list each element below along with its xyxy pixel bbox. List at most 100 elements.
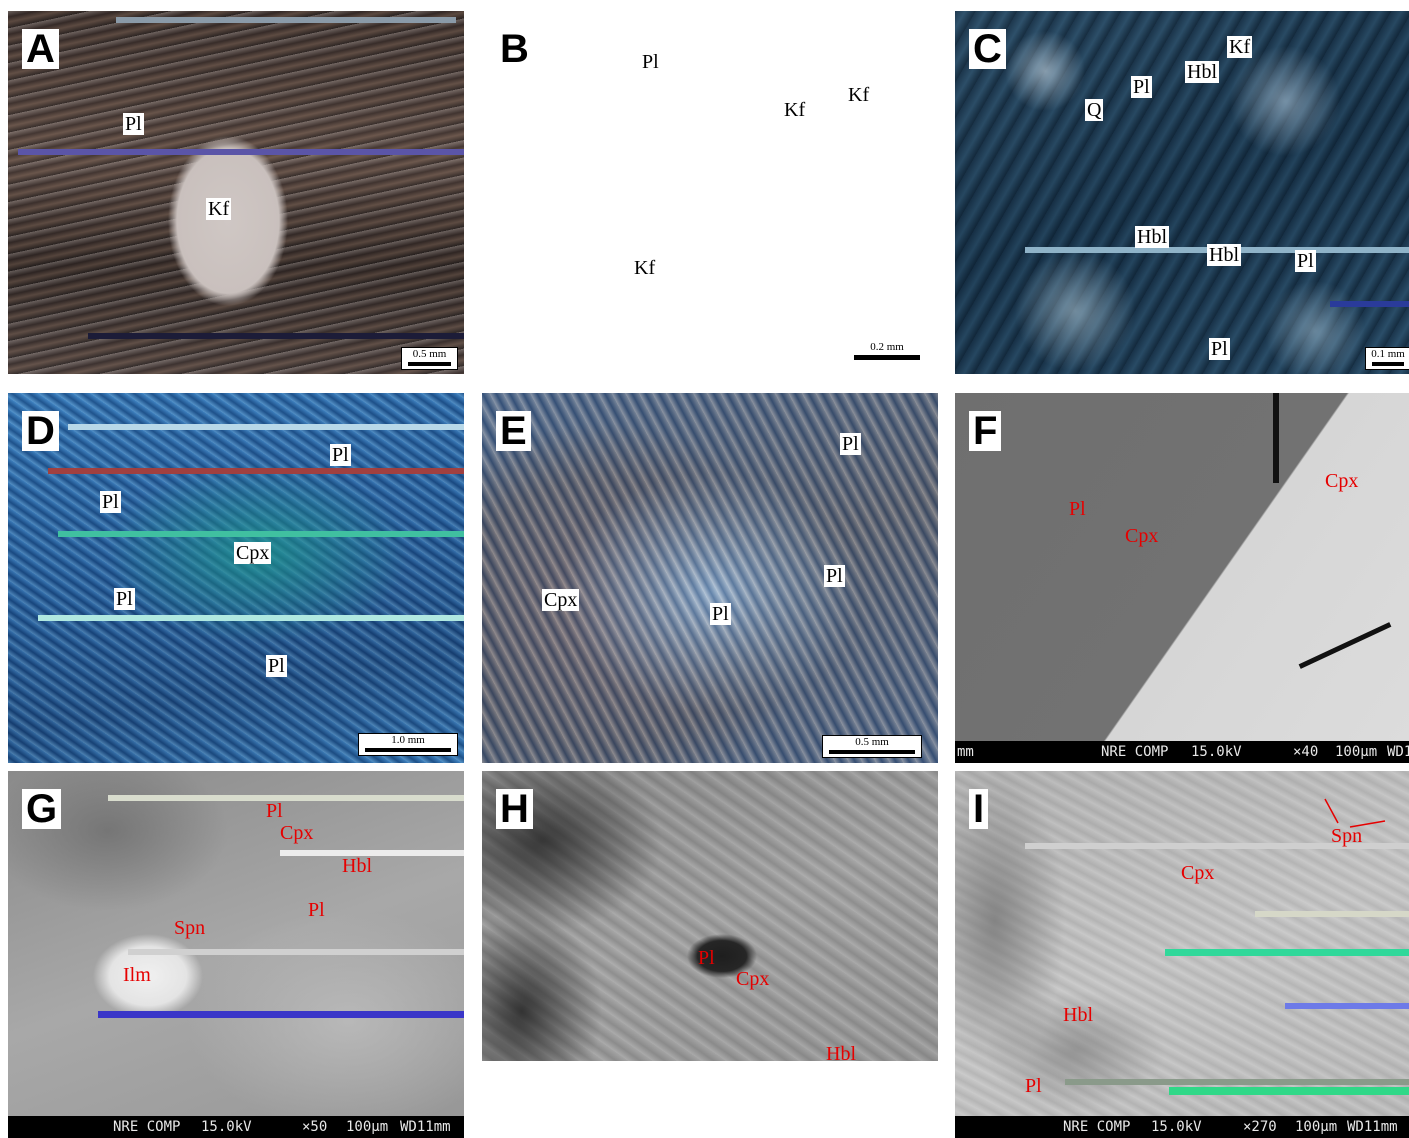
mineral-label: Cpx [280, 822, 314, 844]
panel-letter: A [22, 29, 59, 69]
mineral-label: Pl [1131, 76, 1152, 98]
panel-letter: C [969, 29, 1006, 69]
artifact-streak [1285, 1003, 1409, 1009]
artifact-streak [108, 795, 464, 801]
mineral-label: Cpx [542, 589, 580, 611]
artifact-streak [1165, 949, 1409, 956]
mineral-label: Pl [1295, 250, 1316, 272]
mineral-label: Kf [784, 99, 806, 121]
mineral-label: Pl [123, 113, 144, 135]
mineral-label: Pl [840, 433, 861, 455]
sem-magnification: ×40 [1293, 744, 1319, 760]
artifact-streak [1025, 843, 1409, 849]
sem-detector: NRE COMP [113, 1119, 181, 1135]
sem-info-bar: NRE COMP 15.0kV ×50 100μm WD11mm [8, 1116, 464, 1138]
mineral-label: Hbl [1135, 226, 1169, 248]
mineral-label: Pl [266, 800, 283, 822]
scale-bar: 1.0 mm [358, 733, 458, 756]
sem-working-distance: WD1 [1387, 744, 1409, 760]
artifact-streak [88, 333, 464, 339]
mineral-label: Pl [698, 947, 715, 969]
sem-voltage: 15.0kV [1151, 1119, 1202, 1135]
mineral-label: Pl [266, 655, 287, 677]
mineral-label: Spn [174, 917, 206, 939]
artifact-streak [1065, 1079, 1409, 1085]
sem-scale-unit: mm [957, 744, 974, 760]
panel-letter: B [500, 27, 529, 71]
sem-scale: 100μm [1295, 1119, 1338, 1135]
sem-magnification: ×270 [1243, 1119, 1277, 1135]
micrograph-c [955, 11, 1409, 374]
mineral-label: Pl [330, 444, 351, 466]
scale-bar-line [1372, 362, 1404, 366]
mineral-label: Cpx [1325, 470, 1359, 492]
scale-bar-label: 0.2 mm [870, 341, 904, 353]
sem-detector: NRE COMP [1063, 1119, 1131, 1135]
pointer-lines [1324, 798, 1386, 828]
artifact-streak [280, 850, 464, 856]
mineral-label: Pl [710, 603, 731, 625]
panel-f: F Pl Cpx Cpx mm NRE COMP 15.0kV ×40 100μ… [955, 393, 1409, 763]
panel-letter: F [969, 411, 1002, 451]
mineral-label: Pl [642, 51, 659, 73]
sem-voltage: 15.0kV [1191, 744, 1242, 760]
mineral-label: Ilm [123, 964, 151, 986]
panel-b: B Pl Kf Kf Kf 0.2 mm [482, 11, 938, 374]
scale-bar-label: 0.1 mm [1371, 348, 1405, 360]
mineral-label: Hbl [1207, 244, 1241, 266]
artifact-streak [116, 17, 456, 23]
panel-letter: I [969, 789, 989, 829]
mineral-label: Hbl [342, 855, 372, 877]
micrograph-e [482, 393, 938, 763]
mineral-label: Pl [1069, 498, 1086, 520]
micrograph-a [8, 11, 464, 374]
crack [1273, 393, 1279, 483]
mineral-label: Pl [1025, 1075, 1042, 1097]
panel-letter: G [22, 789, 62, 829]
artifact-streak [1330, 301, 1409, 307]
sem-info-bar: NRE COMP 15.0kV ×270 100μm WD11mm [955, 1116, 1409, 1138]
mineral-label: Cpx [234, 542, 272, 564]
scale-bar-label: 0.5 mm [855, 736, 889, 748]
panel-d: D Pl Pl Cpx Pl Pl 1.0 mm [8, 393, 464, 763]
mineral-label: Pl [824, 565, 845, 587]
micrograph-h [482, 771, 938, 1061]
mineral-label: Pl [100, 491, 121, 513]
mineral-label: Hbl [1185, 61, 1219, 83]
panel-letter: E [496, 411, 531, 451]
sem-scale: 100μm [346, 1119, 389, 1135]
mineral-label: Kf [1227, 36, 1253, 58]
sem-scale: 100μm [1335, 744, 1378, 760]
scale-bar: 0.5 mm [401, 347, 458, 370]
scale-bar-label: 1.0 mm [391, 734, 425, 746]
panel-i: I Spn Cpx Hbl Pl NRE COMP 15.0kV ×270 10… [955, 771, 1409, 1138]
artifact-streak [1255, 911, 1409, 917]
mineral-label: Hbl [1063, 1004, 1093, 1026]
artifact-streak [48, 468, 464, 474]
artifact-streak [68, 424, 464, 430]
mineral-label: Cpx [736, 968, 770, 990]
artifact-streak [98, 1011, 464, 1018]
mineral-label: Kf [634, 257, 656, 279]
scale-bar: 0.5 mm [822, 735, 922, 758]
sem-magnification: ×50 [302, 1119, 328, 1135]
mineral-label: Pl [308, 899, 325, 921]
artifact-streak [128, 949, 464, 955]
mineral-label: Hbl [826, 1043, 856, 1061]
mineral-label: Pl [114, 588, 135, 610]
sem-info-bar: mm NRE COMP 15.0kV ×40 100μm WD1 [955, 741, 1409, 763]
mineral-label: Cpx [1181, 862, 1215, 884]
sem-voltage: 15.0kV [201, 1119, 252, 1135]
scale-bar-line [365, 748, 451, 752]
artifact-streak [1169, 1087, 1409, 1095]
mineral-label: Cpx [1125, 525, 1159, 547]
artifact-streak [38, 615, 464, 621]
mineral-label: Pl [1209, 338, 1230, 360]
scale-bar: 0.2 mm [854, 341, 920, 361]
panel-h: H Pl Cpx Hbl [482, 771, 938, 1061]
panel-letter: D [22, 411, 59, 451]
panel-c: C Kf Hbl Pl Q Hbl Hbl Pl Pl 0.1 mm [955, 11, 1409, 374]
scale-bar-line [854, 355, 920, 360]
panel-a: A Pl Kf 0.5 mm [8, 11, 464, 374]
panel-letter: H [496, 789, 533, 829]
